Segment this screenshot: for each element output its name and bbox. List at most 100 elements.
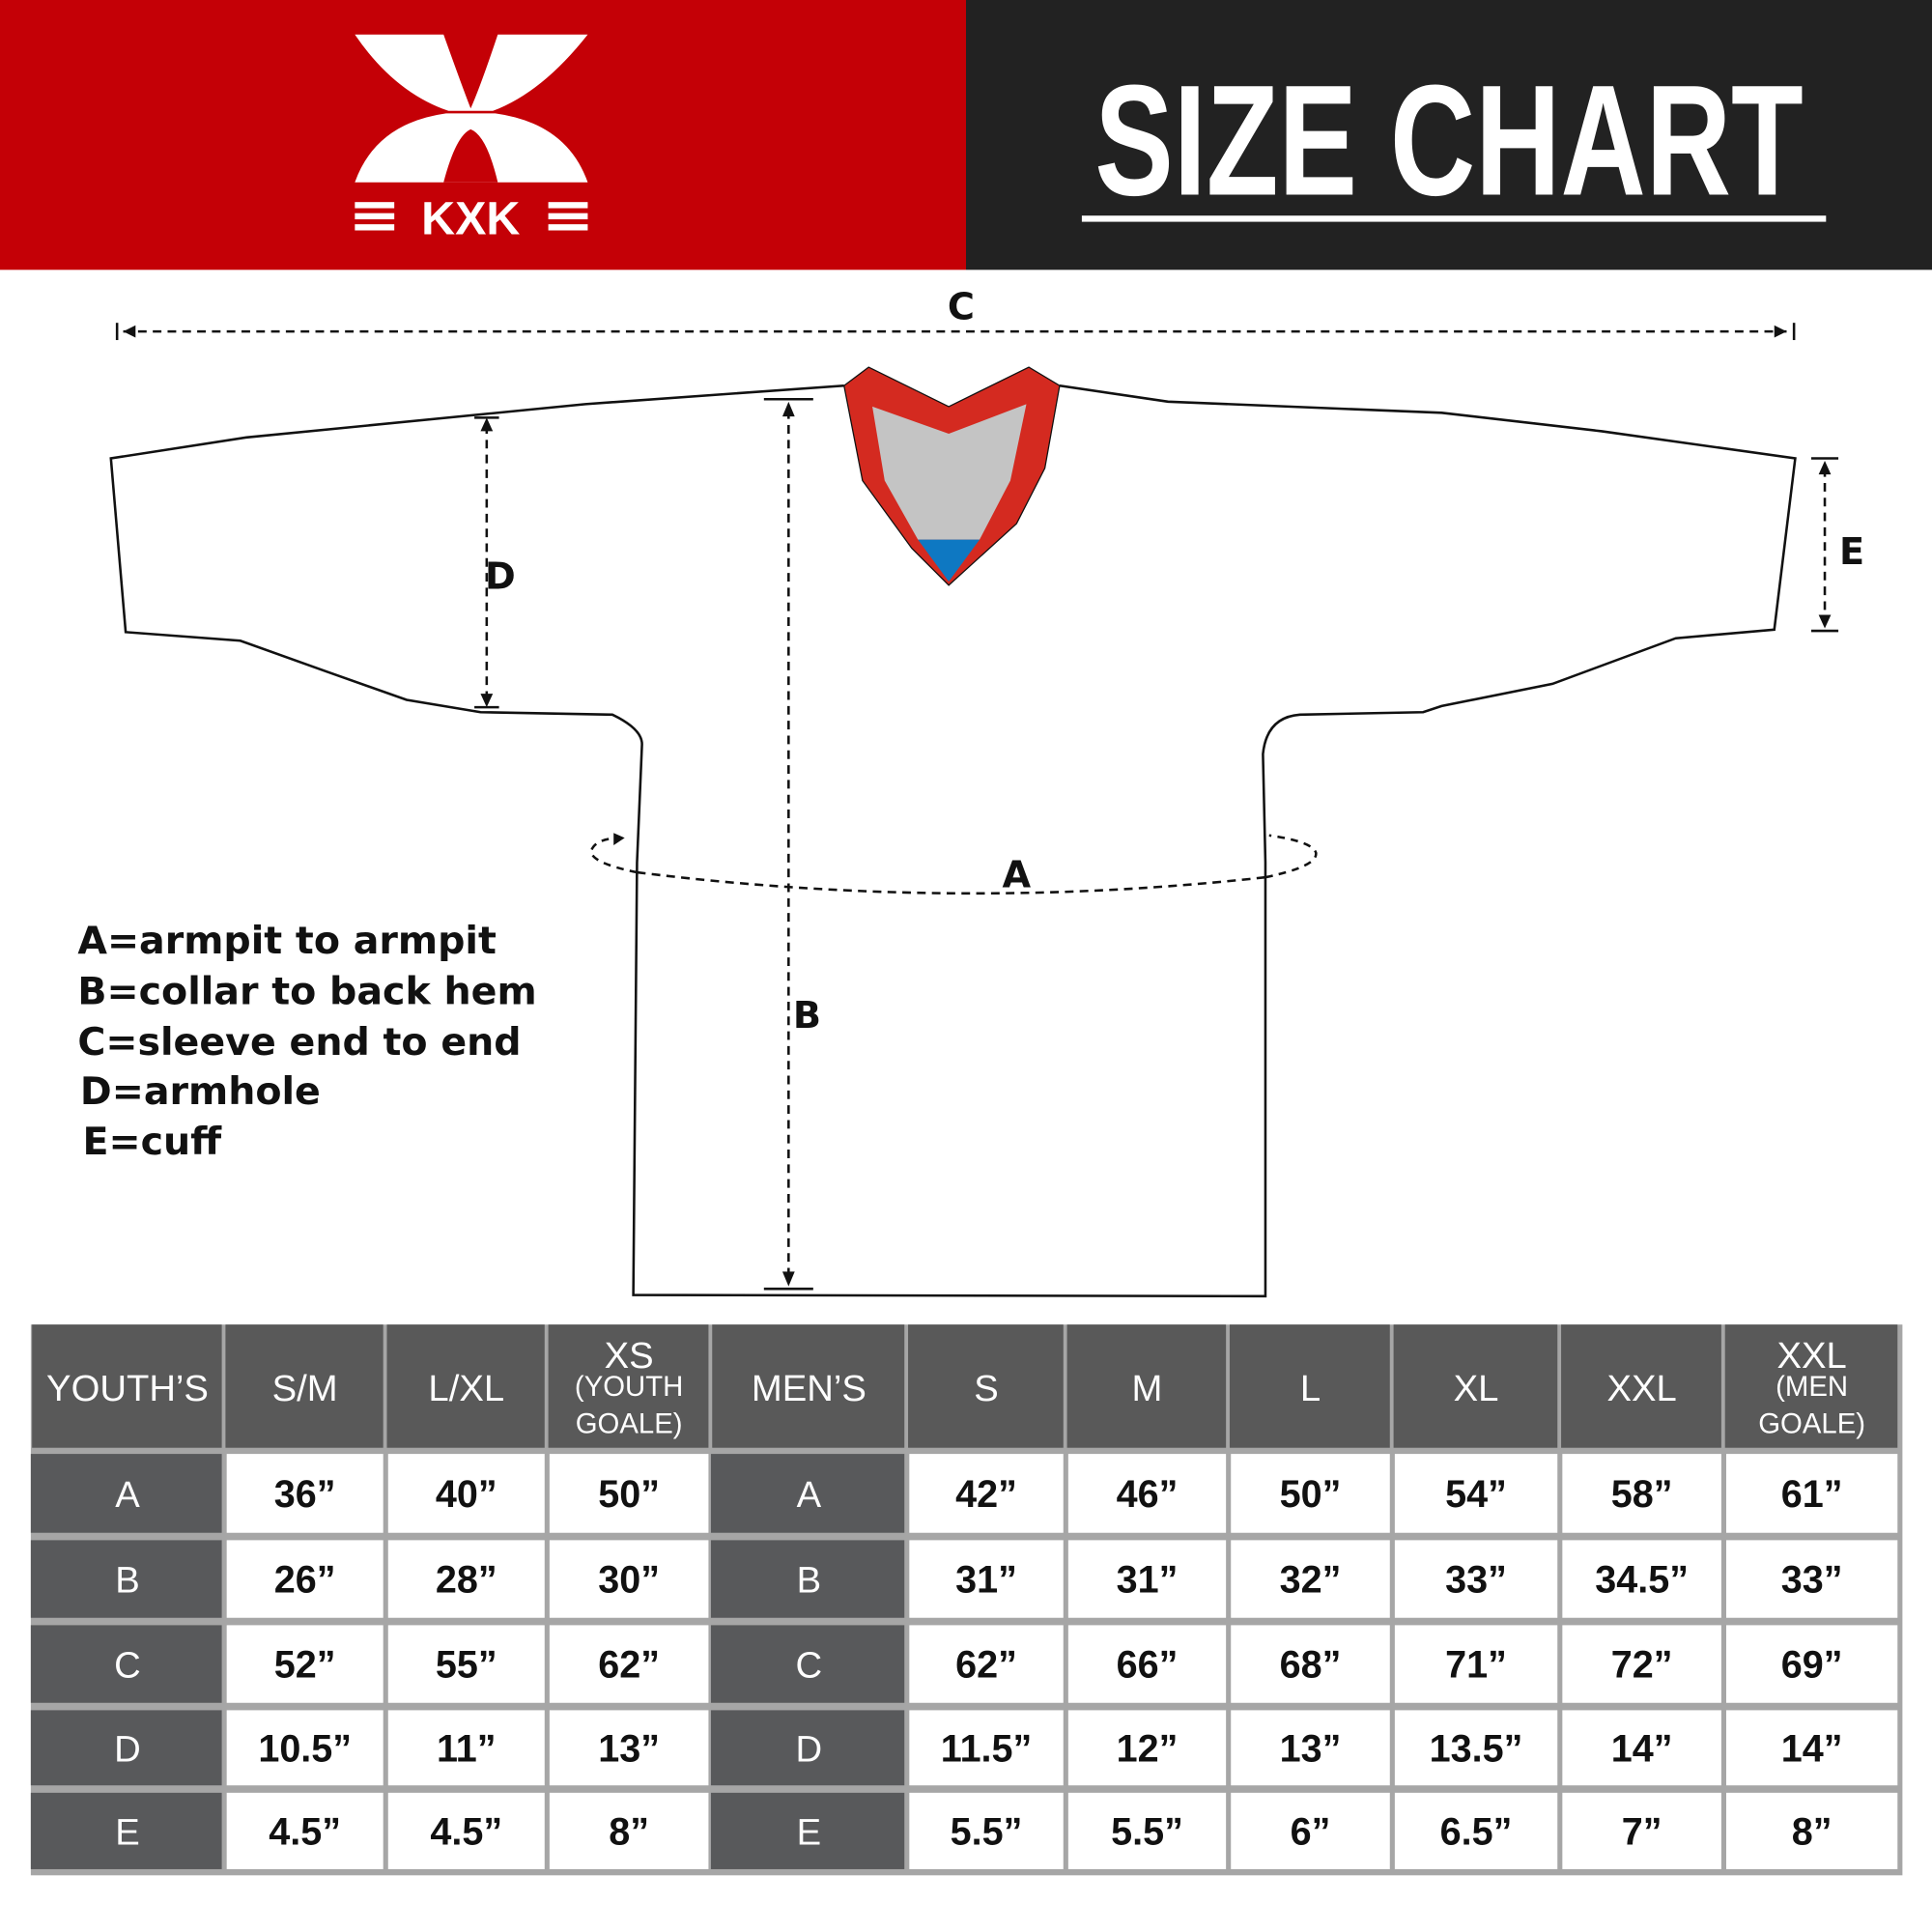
value-cell — [226, 1792, 384, 1869]
size-header: XL — [1454, 1368, 1499, 1409]
header-cell — [908, 1324, 1064, 1448]
measurement-value: 55” — [436, 1644, 497, 1687]
measurement-value: 13” — [598, 1727, 660, 1770]
measurement-value: 8” — [609, 1810, 649, 1853]
value-cell — [1231, 1454, 1390, 1533]
brand-wordmark: KXK — [421, 192, 520, 244]
measurement-value: 13.5” — [1430, 1727, 1523, 1770]
row-label: B — [797, 1560, 822, 1602]
measurement-value: 40” — [436, 1473, 497, 1516]
measurement-value: 33” — [1781, 1559, 1843, 1602]
value-cell — [387, 1792, 545, 1869]
measure-a-line — [637, 870, 1266, 895]
value-cell — [549, 1454, 709, 1533]
value-cell — [549, 1540, 709, 1618]
header-cell — [712, 1324, 905, 1448]
row-label: A — [115, 1474, 140, 1516]
value-cell — [1394, 1792, 1558, 1869]
value-cell — [549, 1710, 709, 1786]
measurement-value: 31” — [1117, 1559, 1179, 1602]
measure-lines — [115, 323, 1839, 1291]
header-cell — [225, 1324, 384, 1448]
measurement-value: 4.5” — [430, 1810, 502, 1853]
measurement-value: 28” — [436, 1559, 497, 1602]
value-cell — [909, 1625, 1064, 1703]
value-cell — [1394, 1625, 1558, 1703]
value-cell — [1562, 1540, 1721, 1618]
table-row: D 10.5” 11” 13” D 11.5” 12” 13” 13.5” 14” 14” — [30, 1710, 1898, 1786]
size-header: XXL — [1776, 1335, 1846, 1377]
header-cell — [1229, 1324, 1390, 1448]
measurement-value: 33” — [1445, 1559, 1507, 1602]
value-cell — [549, 1625, 709, 1703]
measurement-value: 62” — [955, 1644, 1017, 1687]
measurement-value: 5.5” — [951, 1810, 1023, 1853]
size-header: S/M — [272, 1368, 338, 1409]
value-cell — [387, 1540, 545, 1618]
value-cell — [1067, 1540, 1227, 1618]
size-header-note: GOALE) — [576, 1407, 683, 1439]
value-cell — [387, 1454, 545, 1533]
measurement-value: 26” — [274, 1559, 336, 1602]
measurement-value: 69” — [1781, 1644, 1843, 1687]
measurement-value: 66” — [1117, 1644, 1179, 1687]
legend-item: D=armhole — [80, 1069, 321, 1114]
kxk-logo: KXK — [355, 34, 588, 244]
value-cell — [1725, 1625, 1898, 1703]
measurement-value: 13” — [1280, 1727, 1342, 1770]
measurement-value: 30” — [598, 1559, 660, 1602]
row-label-cell — [710, 1540, 905, 1618]
row-label: E — [797, 1811, 822, 1853]
header-cell — [1724, 1324, 1898, 1448]
row-label-cell — [30, 1540, 222, 1618]
row-label: C — [114, 1645, 141, 1687]
value-cell — [387, 1625, 545, 1703]
measurement-value: 72” — [1611, 1644, 1673, 1687]
row-label-cell — [30, 1710, 222, 1786]
measurement-value: 42” — [955, 1473, 1017, 1516]
row-label-cell — [710, 1710, 905, 1786]
header-cell — [32, 1324, 222, 1448]
measurement-value: 36” — [274, 1473, 336, 1516]
value-cell — [909, 1710, 1064, 1786]
measurement-value: 34.5” — [1595, 1559, 1689, 1602]
measurement-value: 71” — [1445, 1644, 1507, 1687]
measurement-value: 54” — [1445, 1473, 1507, 1516]
measurement-value: 6” — [1291, 1810, 1331, 1853]
row-label-cell — [30, 1792, 222, 1869]
header-cell — [1393, 1324, 1558, 1448]
value-cell — [1067, 1454, 1227, 1533]
measurement-value: 58” — [1611, 1473, 1673, 1516]
header-label: MEN’S — [752, 1368, 867, 1409]
header-cell — [386, 1324, 545, 1448]
title-banner — [966, 0, 1932, 270]
size-header: L — [1300, 1368, 1321, 1409]
value-cell — [1231, 1792, 1390, 1869]
jersey-outline — [109, 384, 1797, 1298]
size-header-note: GOALE) — [1758, 1407, 1865, 1439]
measurement-value: 14” — [1781, 1727, 1843, 1770]
table-row: E 4.5” 4.5” 8” E 5.5” 5.5” 6” 6.5” 7” 8” — [30, 1792, 1898, 1869]
table-row: B 26” 28” 30” B 31” 31” 32” 33” 34.5” 33” — [30, 1540, 1898, 1618]
value-cell — [1725, 1454, 1898, 1533]
label-a: A — [1002, 853, 1031, 896]
value-cell — [909, 1792, 1064, 1869]
page-title: SIZE CHART — [1094, 52, 1803, 229]
value-cell — [1562, 1792, 1721, 1869]
row-label: A — [797, 1474, 822, 1516]
measurement-value: 14” — [1611, 1727, 1673, 1770]
measurement-value: 50” — [598, 1473, 660, 1516]
value-cell — [1067, 1625, 1227, 1703]
label-b: B — [793, 994, 821, 1037]
size-header-note: (MEN — [1776, 1371, 1848, 1403]
value-cell — [226, 1454, 384, 1533]
value-cell — [1725, 1710, 1898, 1786]
row-label-cell — [30, 1625, 222, 1703]
measurement-value: 61” — [1781, 1473, 1843, 1516]
jersey-diagram — [109, 366, 1797, 1298]
row-label: D — [796, 1728, 823, 1770]
legend-item: B=collar to back hem — [77, 970, 536, 1014]
value-cell — [1394, 1710, 1558, 1786]
header-cell — [548, 1324, 709, 1448]
